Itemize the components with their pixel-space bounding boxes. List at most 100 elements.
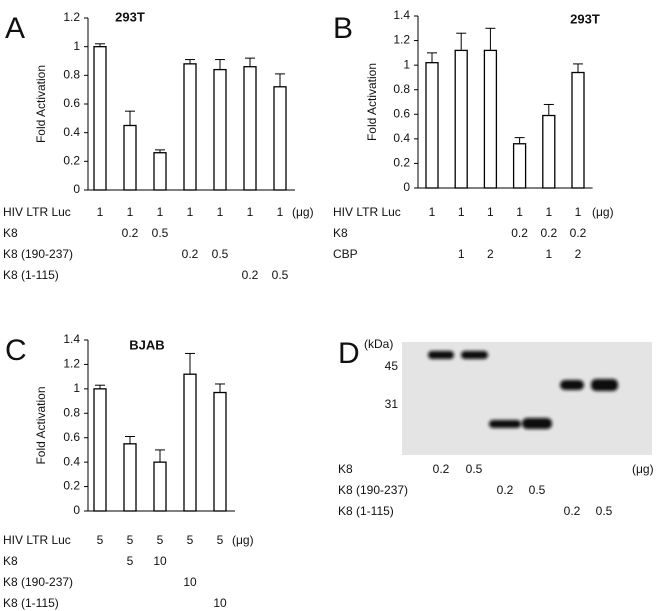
condition-label: HIV LTR Luc xyxy=(333,205,401,219)
panel-letter: A xyxy=(5,12,25,45)
bar xyxy=(542,114,556,189)
condition-value: 0.2 xyxy=(433,462,450,476)
condition-value: 1 xyxy=(157,205,164,219)
condition-value: 0.5 xyxy=(596,504,613,518)
condition-value: 10 xyxy=(153,554,167,568)
unit: (μg) xyxy=(232,533,254,547)
bar xyxy=(213,391,227,512)
condition-value: 1 xyxy=(127,205,134,219)
condition-label: K8 (190-237) xyxy=(3,575,73,589)
condition-value: 0.2 xyxy=(540,226,557,240)
panel-letter: B xyxy=(333,12,353,45)
chart-title: 293T xyxy=(570,11,600,26)
condition-value: 1 xyxy=(487,205,494,219)
bar xyxy=(483,49,498,189)
condition-value: 0.2 xyxy=(564,504,581,518)
y-tick-label: 0.6 xyxy=(63,430,80,444)
marker: 45 xyxy=(385,359,399,373)
condition-value: 0.5 xyxy=(212,247,229,261)
condition-value: 5 xyxy=(157,533,164,547)
condition-value: 1 xyxy=(217,205,224,219)
condition-label: K8 xyxy=(338,462,353,476)
bar xyxy=(425,62,439,189)
condition-value: 2 xyxy=(575,247,582,261)
bar xyxy=(273,86,287,191)
condition-value: 5 xyxy=(217,533,224,547)
condition-label: K8 (1-115) xyxy=(3,268,59,282)
condition-value: 5 xyxy=(97,533,104,547)
condition-value: 5 xyxy=(127,554,134,568)
condition-value: 1 xyxy=(429,205,436,219)
band xyxy=(591,379,618,391)
y-tick-label: 0.2 xyxy=(393,156,410,170)
y-tick-label: 0.8 xyxy=(63,68,80,82)
bar xyxy=(123,124,137,191)
bar xyxy=(512,143,527,189)
band xyxy=(461,351,488,359)
bar xyxy=(213,68,227,191)
bar xyxy=(153,152,167,191)
condition-value: 1 xyxy=(277,205,284,219)
condition-value: 10 xyxy=(183,575,197,589)
y-tick-label: 0.4 xyxy=(63,454,80,468)
condition-value: 0.5 xyxy=(529,483,546,497)
condition-value: 1 xyxy=(458,247,465,261)
condition-label: K8 (190-237) xyxy=(338,483,408,497)
condition-value: 0.2 xyxy=(182,247,199,261)
y-tick-label: 1.2 xyxy=(393,33,410,47)
condition-value: 0.2 xyxy=(497,483,514,497)
y-tick-label: 0.6 xyxy=(63,96,80,110)
condition-label: K8 (1-115) xyxy=(338,504,394,518)
band xyxy=(489,420,521,428)
condition-value: 0.2 xyxy=(570,226,587,240)
bar xyxy=(571,71,585,189)
condition-value: 0.2 xyxy=(511,226,528,240)
bar xyxy=(93,388,107,512)
blot-bands xyxy=(428,351,618,429)
condition-value: 1 xyxy=(575,205,582,219)
condition-value: 10 xyxy=(213,596,227,610)
y-axis-label: Fold Activation xyxy=(34,65,48,143)
condition-label: CBP xyxy=(333,247,358,261)
bar xyxy=(153,461,167,512)
condition-value: 0.2 xyxy=(242,268,259,282)
band xyxy=(428,351,454,359)
y-tick-label: 0 xyxy=(73,182,80,196)
y-tick-label: 0.8 xyxy=(393,82,410,96)
bar xyxy=(454,49,468,189)
y-tick-label: 0.6 xyxy=(393,106,410,120)
marker: 31 xyxy=(385,397,399,411)
y-tick-label: 0.4 xyxy=(393,131,410,145)
y-tick-label: 1.2 xyxy=(63,357,80,371)
condition-value: 1 xyxy=(97,205,104,219)
condition-label: HIV LTR Luc xyxy=(3,533,71,547)
bar xyxy=(243,66,257,191)
y-tick-label: 1.4 xyxy=(393,8,410,22)
panel-letter: D xyxy=(338,337,360,370)
y-tick-label: 0.8 xyxy=(63,405,80,419)
blot-membrane xyxy=(402,342,652,455)
unit: (μg) xyxy=(632,462,654,476)
y-tick-label: 0 xyxy=(403,180,410,194)
bar xyxy=(183,373,197,512)
condition-value: 1 xyxy=(247,205,254,219)
condition-value: 5 xyxy=(187,533,194,547)
band xyxy=(560,380,584,390)
y-tick-label: 0.2 xyxy=(63,154,80,168)
chart-title: BJAB xyxy=(129,337,164,352)
y-tick-label: 1 xyxy=(403,57,410,71)
y-axis-label: Fold Activation xyxy=(34,386,48,464)
condition-value: 0.5 xyxy=(272,268,289,282)
bar xyxy=(93,46,107,191)
chart-title: 293T xyxy=(115,9,145,24)
y-tick-label: 0 xyxy=(73,503,80,517)
panel-letter: C xyxy=(5,334,27,367)
unit: (μg) xyxy=(292,205,314,219)
condition-value: 1 xyxy=(545,205,552,219)
condition-label: K8 (1-115) xyxy=(3,596,59,610)
marker-unit: (kDa) xyxy=(364,337,393,351)
y-tick-label: 1 xyxy=(73,39,80,53)
condition-value: 1 xyxy=(516,205,523,219)
y-tick-label: 1.4 xyxy=(63,332,80,346)
condition-label: K8 (190-237) xyxy=(3,247,73,261)
